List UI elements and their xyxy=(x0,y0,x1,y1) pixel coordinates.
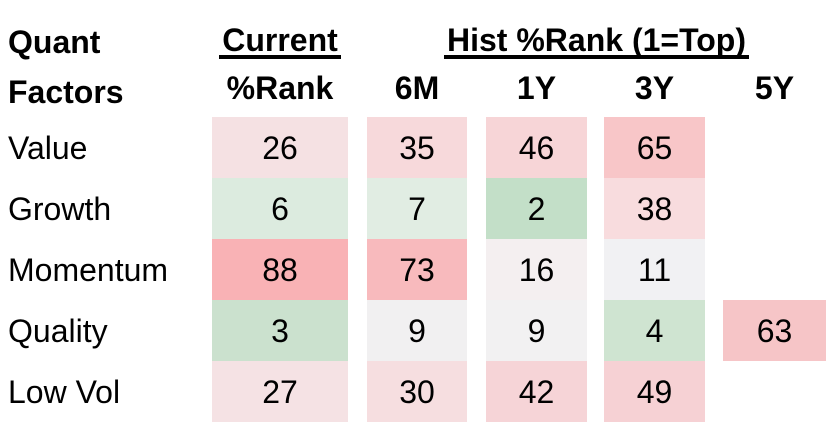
row-label-momentum: Momentum xyxy=(8,251,169,288)
cell-quality-1y: 9 xyxy=(486,300,587,361)
cell-quality-rank: 3 xyxy=(212,300,348,361)
cell-growth-rank: 6 xyxy=(212,178,348,239)
cell-growth-5y xyxy=(723,178,826,239)
cell-lowvol-6m: 30 xyxy=(367,361,467,422)
cell-quality-6m: 9 xyxy=(367,300,467,361)
cell-lowvol-rank: 27 xyxy=(212,361,348,422)
cell-momentum-1y: 16 xyxy=(486,239,587,300)
cell-lowvol-5y xyxy=(723,361,826,422)
cell-momentum-3y: 11 xyxy=(604,239,705,300)
group-header-current-label: Current xyxy=(219,24,341,59)
data-column-current-rank: 26 6 88 3 27 xyxy=(212,117,348,422)
factor-label-column: Value Growth Momentum Quality Low Vol xyxy=(8,117,204,422)
cell-momentum-6m: 73 xyxy=(367,239,467,300)
row-label-value: Value xyxy=(8,129,88,166)
data-column-3y: 65 38 11 4 49 xyxy=(604,117,705,422)
cell-value-5y xyxy=(723,117,826,178)
cell-growth-3y: 38 xyxy=(604,178,705,239)
table-title-line2: Factors xyxy=(8,74,124,110)
column-header-rank: %Rank xyxy=(226,70,334,106)
cell-quality-5y: 63 xyxy=(723,300,826,361)
cell-value-1y: 46 xyxy=(486,117,587,178)
cell-momentum-rank: 88 xyxy=(212,239,348,300)
cell-lowvol-3y: 49 xyxy=(604,361,705,422)
cell-value-3y: 65 xyxy=(604,117,705,178)
cell-quality-3y: 4 xyxy=(604,300,705,361)
cell-value-rank: 26 xyxy=(212,117,348,178)
cell-growth-6m: 7 xyxy=(367,178,467,239)
group-header-hist-rank: Hist %Rank (1=Top) xyxy=(367,24,826,59)
group-header-hist-rank-label: Hist %Rank (1=Top) xyxy=(444,24,749,59)
column-header-6m: 6M xyxy=(394,70,440,106)
column-header-3y: 3Y xyxy=(634,70,675,106)
row-label-quality: Quality xyxy=(8,312,108,349)
column-header-5y: 5Y xyxy=(754,70,795,106)
cell-growth-1y: 2 xyxy=(486,178,587,239)
column-header-1y: 1Y xyxy=(516,70,557,106)
group-header-current: Current xyxy=(212,24,348,59)
row-label-lowvol: Low Vol xyxy=(8,373,121,410)
data-column-5y: 63 xyxy=(723,117,826,422)
data-column-6m: 35 7 73 9 30 xyxy=(367,117,467,422)
row-label-growth: Growth xyxy=(8,190,112,227)
table-title-line1: Quant xyxy=(8,24,101,60)
cell-momentum-5y xyxy=(723,239,826,300)
data-column-1y: 46 2 16 9 42 xyxy=(486,117,587,422)
cell-lowvol-1y: 42 xyxy=(486,361,587,422)
cell-value-6m: 35 xyxy=(367,117,467,178)
